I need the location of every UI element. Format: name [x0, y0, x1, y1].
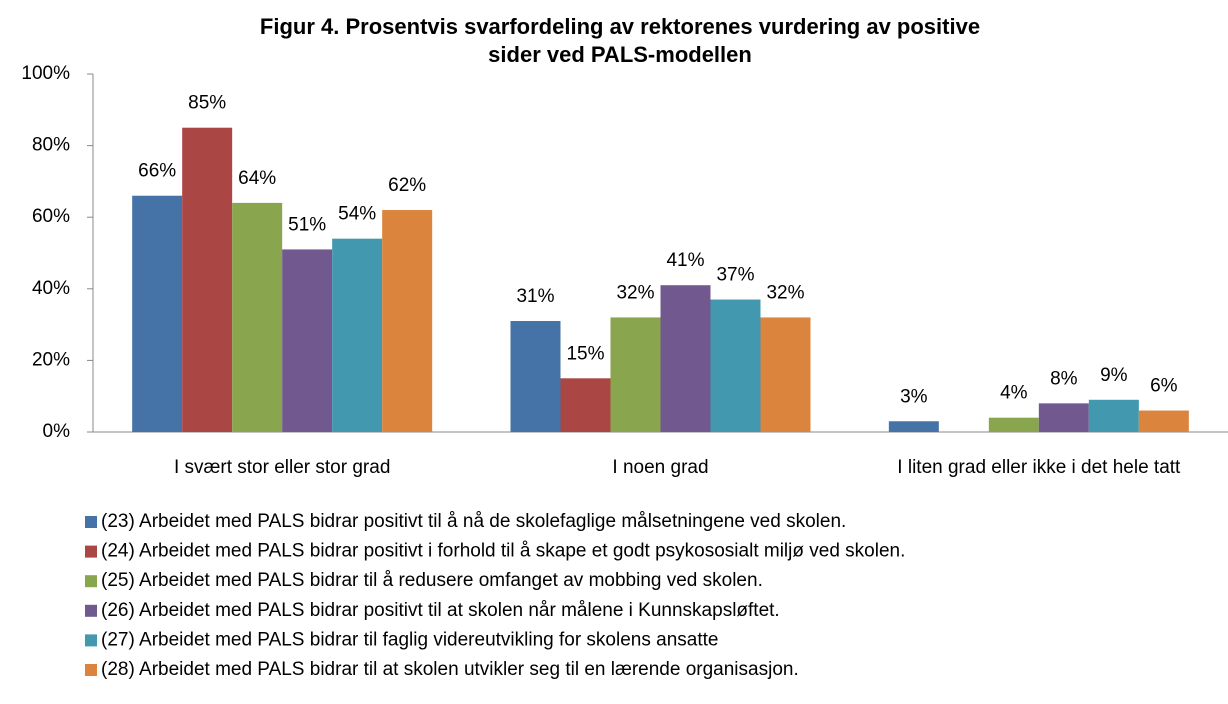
legend-swatch — [85, 634, 97, 647]
bar — [1038, 403, 1089, 432]
data-label: 31% — [516, 286, 554, 307]
y-tick-label: 80% — [32, 135, 70, 156]
bar — [132, 195, 183, 432]
legend-swatch — [85, 664, 97, 676]
data-label: 37% — [716, 265, 754, 286]
x-tick-label: I noen grad — [612, 457, 708, 478]
legend-label: (28) Arbeidet med PALS bidrar til at sko… — [101, 659, 799, 680]
y-tick-label: 20% — [32, 349, 70, 370]
data-label: 62% — [388, 175, 426, 196]
legend-label: (25) Arbeidet med PALS bidrar til å redu… — [101, 570, 763, 591]
data-label: 4% — [1000, 383, 1028, 404]
bar — [382, 210, 433, 432]
bar — [1138, 410, 1189, 432]
legend-swatch — [85, 516, 97, 528]
data-label: 9% — [1100, 365, 1128, 386]
bar — [710, 299, 761, 432]
legend-label: (26) Arbeidet med PALS bidrar positivt t… — [101, 600, 780, 621]
data-label: 54% — [338, 204, 376, 225]
bar — [182, 127, 233, 432]
bar — [510, 321, 561, 432]
legend-swatch — [85, 604, 97, 617]
data-label: 41% — [666, 250, 704, 271]
data-label: 6% — [1150, 376, 1178, 397]
data-label: 15% — [566, 343, 604, 364]
bar — [610, 317, 661, 432]
data-label: 51% — [288, 214, 326, 235]
y-tick-label: 60% — [32, 206, 70, 227]
y-tick-label: 100% — [21, 63, 70, 84]
legend-swatch — [85, 545, 97, 558]
data-label: 32% — [766, 282, 804, 303]
bar — [282, 249, 333, 432]
legend-label: (27) Arbeidet med PALS bidrar til faglig… — [101, 629, 718, 650]
legend-swatch — [85, 575, 97, 588]
bar — [760, 317, 811, 432]
data-label: 32% — [616, 282, 654, 303]
chart-title: Figur 4. Prosentvis svarfordeling av rek… — [260, 14, 980, 39]
data-label: 3% — [900, 386, 928, 407]
legend-label: (23) Arbeidet med PALS bidrar positivt t… — [101, 511, 846, 532]
bar — [660, 285, 711, 432]
legend-label: (24) Arbeidet med PALS bidrar positivt i… — [101, 541, 905, 562]
x-tick-label: I svært stor eller stor grad — [174, 457, 390, 478]
data-label: 8% — [1050, 368, 1078, 389]
data-label: 64% — [238, 168, 276, 189]
bar — [1088, 399, 1139, 432]
y-tick-label: 0% — [43, 421, 71, 442]
data-label: 66% — [138, 161, 176, 182]
bar — [560, 378, 611, 432]
bar — [332, 238, 383, 432]
bar — [988, 417, 1039, 432]
data-label: 85% — [188, 93, 226, 114]
x-tick-label: I liten grad eller ikke i det hele tatt — [897, 457, 1181, 478]
bar — [232, 202, 283, 432]
chart-title: sider ved PALS-modellen — [488, 42, 752, 67]
y-tick-label: 40% — [32, 278, 70, 299]
bar — [888, 421, 939, 432]
